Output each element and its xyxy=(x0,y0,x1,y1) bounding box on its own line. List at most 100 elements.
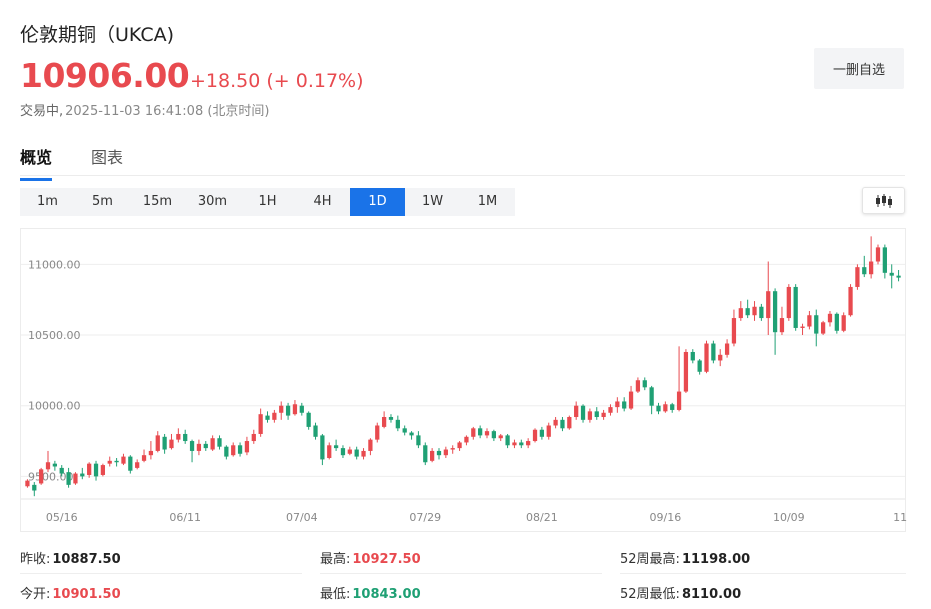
candle-down xyxy=(128,456,133,471)
stat-prev-close: 昨收: 10887.50 xyxy=(20,552,121,567)
trading-status: 交易中, 2025-11-03 16:41:08 (北京时间) xyxy=(20,100,270,119)
candle-down xyxy=(402,428,407,433)
y-tick-label: 10000.00 xyxy=(28,400,81,413)
candle-down xyxy=(354,449,359,457)
candle-down xyxy=(333,445,339,449)
candle-up xyxy=(869,261,874,275)
candlestick-icon xyxy=(876,194,892,208)
candle-up xyxy=(258,414,263,434)
candle-up xyxy=(169,439,174,449)
candle-up xyxy=(196,443,202,451)
candle-down xyxy=(285,405,291,416)
candle-down xyxy=(32,484,37,491)
tab-bar: 概览 图表 xyxy=(20,140,905,181)
candle-up xyxy=(766,291,771,319)
candle-up xyxy=(731,318,737,344)
tab-overview[interactable]: 概览 xyxy=(20,144,53,181)
candle-up xyxy=(841,315,846,331)
candle-down xyxy=(642,380,647,388)
stat-52w-high: 52周最高: 11198.00 xyxy=(620,552,751,567)
divider xyxy=(20,573,302,574)
price-change: +18.50 (+ 0.17%) xyxy=(190,70,364,92)
candle-up xyxy=(327,445,332,459)
candle-down xyxy=(793,286,798,328)
candle-up xyxy=(141,455,147,461)
candle-up xyxy=(546,425,551,437)
stat-low: 最低: 10843.00 xyxy=(320,587,421,602)
period-1m[interactable]: 1m xyxy=(37,194,58,209)
candle-down xyxy=(436,450,442,456)
candle-down xyxy=(656,405,661,412)
candle-up xyxy=(471,428,476,437)
candle-up xyxy=(855,267,860,287)
period-1w[interactable]: 1W xyxy=(421,194,444,209)
period-1d[interactable]: 1D xyxy=(350,188,405,216)
candle-down xyxy=(745,308,750,316)
candle-up xyxy=(601,412,606,418)
candle-up xyxy=(272,412,277,420)
candle-down xyxy=(52,463,57,467)
period-5m[interactable]: 5m xyxy=(92,194,113,209)
period-30m[interactable]: 30m xyxy=(197,194,228,209)
candle-down xyxy=(889,272,894,276)
candle-up xyxy=(704,343,709,372)
remove-favorite-button[interactable]: 一删自选 xyxy=(814,48,904,89)
candle-up xyxy=(231,445,236,456)
candle-down xyxy=(834,313,839,331)
candle-up xyxy=(827,313,833,323)
candle-down xyxy=(759,306,764,319)
candle-down xyxy=(80,473,85,477)
candle-up xyxy=(786,286,791,319)
candle-up xyxy=(292,404,298,415)
candle-up xyxy=(724,343,730,355)
candle-down xyxy=(340,448,346,456)
stat-52w-low: 52周最低: 8110.00 xyxy=(620,587,742,602)
period-4h[interactable]: 4H xyxy=(313,194,332,209)
candle-up xyxy=(450,448,455,450)
candle-up xyxy=(251,433,256,442)
candle-up xyxy=(738,308,743,319)
candle-up xyxy=(464,436,469,443)
period-1h[interactable]: 1H xyxy=(258,194,277,209)
candle-up xyxy=(587,411,593,420)
tab-chart[interactable]: 图表 xyxy=(91,148,124,167)
candle-down xyxy=(539,429,545,437)
candle-down xyxy=(423,445,428,463)
candle-down xyxy=(896,275,901,278)
candle-up xyxy=(574,405,579,418)
candle-down xyxy=(203,443,208,449)
candle-down xyxy=(478,428,483,436)
candle-up xyxy=(615,401,620,408)
candle-up xyxy=(800,326,805,328)
candle-down xyxy=(416,435,421,446)
x-tick-label: 08/21 xyxy=(526,511,558,524)
candle-up xyxy=(39,469,44,484)
candle-down xyxy=(114,460,119,463)
candle-up xyxy=(553,419,558,426)
current-price: 10906.00 xyxy=(20,56,190,95)
candle-up xyxy=(375,425,380,440)
candle-up xyxy=(135,462,140,468)
candle-up xyxy=(848,286,853,316)
candle-up xyxy=(683,351,689,392)
candle-down xyxy=(313,425,318,437)
candle-up xyxy=(820,322,826,334)
chart-type-button[interactable] xyxy=(862,187,905,214)
candle-up xyxy=(457,442,462,449)
period-selector: 1m 5m 15m 30m 1H 4H 1D 1W 1M xyxy=(20,188,515,216)
candle-up xyxy=(155,435,160,451)
x-tick-label: 11/0 xyxy=(893,511,907,524)
candle-down xyxy=(594,411,599,418)
price-chart[interactable]: 11000.00 10500.00 10000.00 9500.00 05/16 06/1… xyxy=(20,228,907,532)
period-15m[interactable]: 15m xyxy=(142,194,173,209)
candle-up xyxy=(430,450,435,461)
candle-down xyxy=(622,401,627,409)
candle-up xyxy=(526,441,531,446)
candle-down xyxy=(519,442,524,446)
x-tick-label: 07/29 xyxy=(409,511,441,524)
candle-down xyxy=(395,419,400,429)
candle-down xyxy=(299,405,304,413)
candle-up xyxy=(107,460,112,464)
period-1mo[interactable]: 1M xyxy=(477,194,498,209)
